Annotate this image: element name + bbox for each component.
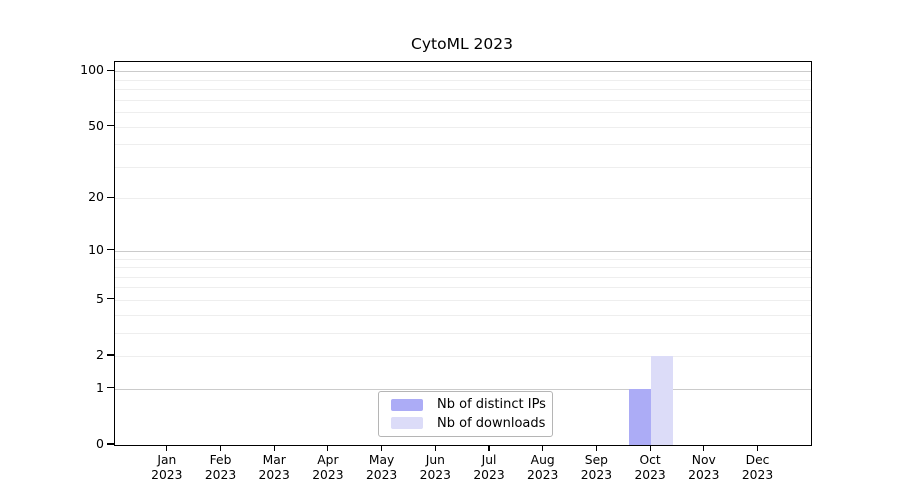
y-tick-label-100: 100 [80,62,104,78]
x-tick-mark-may [381,445,383,451]
y-gridline-4 [115,314,811,316]
x-tick-label-jan: Jan 2023 [151,453,183,482]
legend-label-distinct-ips: Nb of distinct IPs [437,397,546,413]
y-tick-label-1: 1 [96,379,104,395]
y-gridline-8 [115,267,811,268]
y-tick-label-5: 5 [96,290,104,306]
y-tick-label-10: 10 [88,241,104,257]
x-tick-mark-apr [327,445,329,451]
y-gridline-3 [115,332,811,334]
x-tick-label-nov: Nov 2023 [688,453,720,482]
y-gridline-60 [115,111,811,113]
plot-area: Nb of distinct IPs Nb of downloads [114,61,812,446]
y-gridline-50 [115,126,811,128]
y-tick-mark-2 [107,354,114,356]
y-gridline-9 [115,258,811,260]
y-gridline-2 [115,356,811,357]
legend: Nb of distinct IPs Nb of downloads [378,391,553,437]
x-tick-mark-aug [542,445,544,451]
y-tick-mark-20 [107,196,114,198]
x-tick-mark-sep [595,445,597,451]
x-tick-mark-mar [273,445,275,451]
y-tick-label-0: 0 [96,436,104,451]
legend-row-distinct-ips: Nb of distinct IPs [391,397,552,412]
chart-title: CytoML 2023 [411,35,513,53]
x-tick-label-apr: Apr 2023 [312,453,344,482]
y-tick-mark-5 [107,298,114,300]
y-gridline-80 [115,89,811,90]
y-tick-label-2: 2 [96,347,104,362]
y-tick-mark-1 [107,387,114,389]
x-tick-label-may: May 2023 [365,453,398,482]
x-tick-mark-nov [703,445,705,451]
x-tick-label-oct: Oct 2023 [634,453,666,482]
y-gridline-10 [115,250,811,252]
y-gridline-6 [115,287,811,289]
legend-row-downloads: Nb of downloads [391,416,552,431]
y-gridline-30 [115,166,811,168]
y-gridline-7 [115,276,811,278]
x-tick-label-mar: Mar 2023 [258,453,290,482]
x-axis: Jan 2023 Feb 2023 Mar 2023 Apr 2023 May 2023 Jun 20… [114,444,810,500]
bar-oct-distinct-ips [629,388,652,445]
y-tick-label-50: 50 [88,117,104,133]
y-tick-mark-10 [107,249,114,251]
x-tick-label-jul: Jul 2023 [473,453,505,482]
y-gridline-20 [115,198,811,200]
y-tick-mark-0 [107,443,114,445]
x-tick-label-aug: Aug 2023 [527,453,559,482]
x-tick-mark-oct [649,445,651,451]
x-tick-mark-jun [434,445,436,451]
legend-label-downloads: Nb of downloads [437,415,546,431]
x-tick-mark-jan [166,445,168,451]
y-gridline-5 [115,299,811,301]
x-tick-label-dec: Dec 2023 [741,453,774,482]
x-tick-mark-jul [488,445,490,451]
y-tick-mark-50 [107,124,114,127]
x-tick-mark-dec [756,445,759,451]
x-tick-label-feb: Feb 2023 [204,453,237,482]
x-tick-mark-feb [219,445,222,451]
legend-swatch-distinct-ips [391,398,423,411]
legend-swatch-downloads [391,417,423,430]
y-gridline-70 [115,99,811,101]
y-tick-label-20: 20 [88,189,104,205]
y-gridline-1 [115,388,811,390]
bar-oct-downloads [651,356,674,445]
y-gridline-40 [115,144,811,146]
y-axis: 0 1 2 5 10 20 50 100 [0,61,114,451]
y-gridline-100 [115,71,811,73]
y-tick-mark-100 [107,69,114,71]
y-gridline-90 [115,79,811,81]
x-tick-label-jun: Jun 2023 [419,453,451,482]
x-tick-label-sep: Sep 2023 [580,453,613,482]
